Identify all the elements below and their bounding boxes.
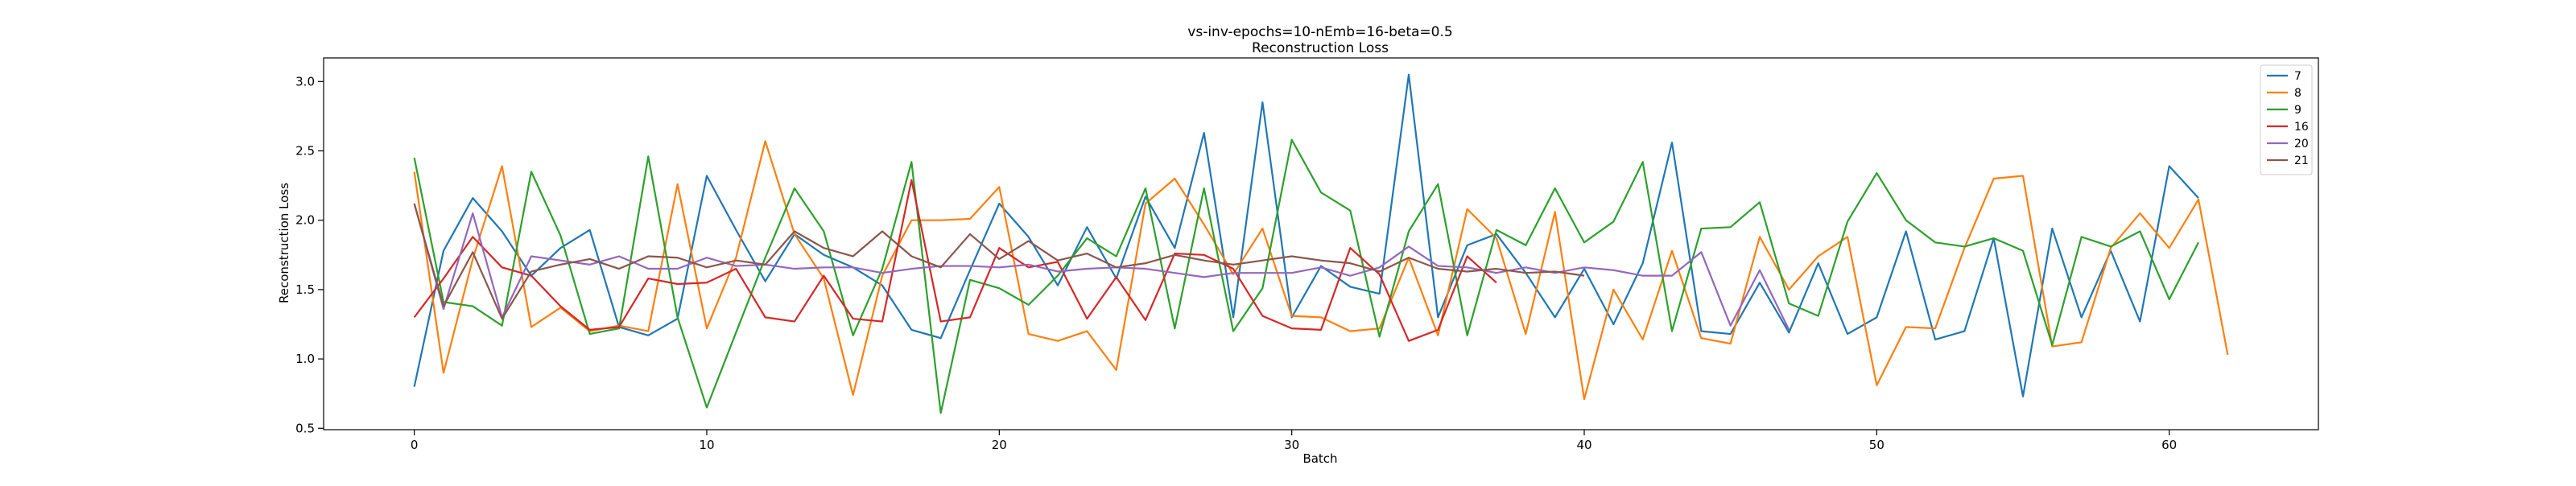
series-line-16 — [413, 179, 1497, 342]
legend: 7 8 9 16 20 21 — [2260, 64, 2313, 175]
x-tick-label: 40 — [1576, 438, 1591, 452]
series-line-21 — [413, 203, 1585, 320]
legend-label: 16 — [2294, 121, 2309, 134]
legend-label: 9 — [2294, 104, 2301, 117]
y-tick-label: 0.5 — [295, 421, 315, 435]
x-tick-label: 0 — [411, 438, 419, 452]
x-axis-label: Batch — [1302, 451, 1337, 466]
legend-label: 7 — [2294, 70, 2301, 83]
y-tick-label: 2.5 — [295, 144, 315, 159]
series-line-20 — [413, 203, 1790, 331]
y-tick-label: 3.0 — [295, 74, 315, 89]
y-tick-label: 1.5 — [295, 282, 315, 297]
axis-ticks: 0 10 20 30 40 50 60 0.5 1.0 1.5 2.0 2.5 3.0 — [295, 74, 2177, 452]
chart-title: vs-inv-epochs=10-nEmb=16-beta=0.5 — [1187, 24, 1452, 40]
series-lines — [413, 73, 2229, 414]
plot-area-frame — [323, 57, 2319, 430]
series-line-9 — [413, 138, 2200, 414]
legend-label: 21 — [2294, 154, 2309, 167]
y-tick-label: 1.0 — [295, 352, 315, 366]
series-line-7 — [413, 73, 2199, 397]
x-tick-label: 30 — [1284, 438, 1299, 452]
x-tick-label: 60 — [2161, 438, 2177, 452]
legend-label: 20 — [2294, 138, 2309, 150]
x-tick-label: 50 — [1869, 438, 1885, 452]
y-axis-label: Reconstruction Loss — [277, 183, 291, 303]
series-line-8 — [413, 140, 2229, 401]
legend-label: 8 — [2294, 87, 2301, 100]
x-tick-label: 20 — [992, 438, 1007, 452]
chart-subtitle: Reconstruction Loss — [1252, 40, 1389, 56]
y-tick-label: 2.0 — [295, 213, 315, 228]
x-tick-label: 10 — [699, 438, 714, 452]
